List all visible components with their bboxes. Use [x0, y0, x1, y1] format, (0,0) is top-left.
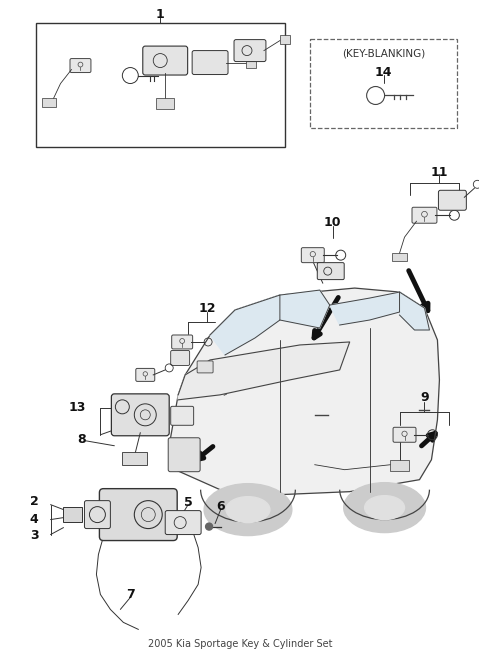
- Text: (KEY-BLANKING): (KEY-BLANKING): [342, 49, 425, 58]
- Ellipse shape: [226, 497, 270, 523]
- Text: 14: 14: [375, 66, 392, 79]
- FancyBboxPatch shape: [156, 98, 175, 109]
- Polygon shape: [170, 288, 439, 495]
- FancyBboxPatch shape: [234, 39, 266, 62]
- FancyBboxPatch shape: [171, 406, 193, 425]
- Text: 4: 4: [30, 513, 38, 526]
- Polygon shape: [210, 295, 280, 355]
- FancyBboxPatch shape: [136, 369, 155, 381]
- FancyBboxPatch shape: [393, 427, 416, 442]
- FancyBboxPatch shape: [279, 35, 290, 44]
- Text: 3: 3: [30, 529, 38, 542]
- FancyBboxPatch shape: [390, 461, 409, 471]
- FancyBboxPatch shape: [192, 51, 228, 75]
- FancyBboxPatch shape: [392, 253, 407, 262]
- FancyBboxPatch shape: [438, 190, 467, 211]
- Text: 12: 12: [198, 302, 216, 314]
- FancyBboxPatch shape: [99, 489, 177, 541]
- Text: 10: 10: [324, 216, 341, 229]
- Ellipse shape: [204, 483, 292, 535]
- Text: 5: 5: [184, 496, 192, 509]
- FancyBboxPatch shape: [301, 248, 324, 262]
- Bar: [310, 39, 457, 129]
- Circle shape: [205, 523, 213, 530]
- FancyBboxPatch shape: [168, 438, 200, 472]
- Ellipse shape: [365, 496, 405, 520]
- FancyBboxPatch shape: [111, 394, 169, 436]
- Text: 11: 11: [431, 166, 448, 179]
- Text: 9: 9: [420, 392, 429, 404]
- FancyBboxPatch shape: [122, 452, 147, 465]
- FancyBboxPatch shape: [42, 98, 56, 107]
- Bar: [36, 23, 285, 148]
- FancyBboxPatch shape: [172, 335, 192, 349]
- Text: 13: 13: [68, 401, 85, 415]
- Text: 8: 8: [77, 433, 85, 446]
- FancyBboxPatch shape: [63, 507, 82, 522]
- Polygon shape: [280, 290, 330, 328]
- FancyBboxPatch shape: [165, 510, 201, 535]
- Text: 1: 1: [156, 8, 165, 21]
- Polygon shape: [330, 292, 399, 325]
- FancyBboxPatch shape: [84, 501, 110, 529]
- FancyBboxPatch shape: [412, 207, 437, 223]
- Text: 7: 7: [126, 588, 135, 601]
- Polygon shape: [178, 342, 350, 400]
- FancyBboxPatch shape: [70, 58, 91, 73]
- FancyBboxPatch shape: [143, 46, 188, 75]
- Text: 2005 Kia Sportage Key & Cylinder Set: 2005 Kia Sportage Key & Cylinder Set: [148, 640, 332, 649]
- FancyBboxPatch shape: [197, 361, 213, 373]
- Polygon shape: [399, 292, 430, 330]
- FancyBboxPatch shape: [171, 350, 190, 365]
- Ellipse shape: [344, 483, 425, 533]
- FancyBboxPatch shape: [246, 57, 256, 68]
- Text: 2: 2: [30, 495, 38, 508]
- Text: 6: 6: [217, 500, 226, 513]
- FancyBboxPatch shape: [317, 262, 344, 279]
